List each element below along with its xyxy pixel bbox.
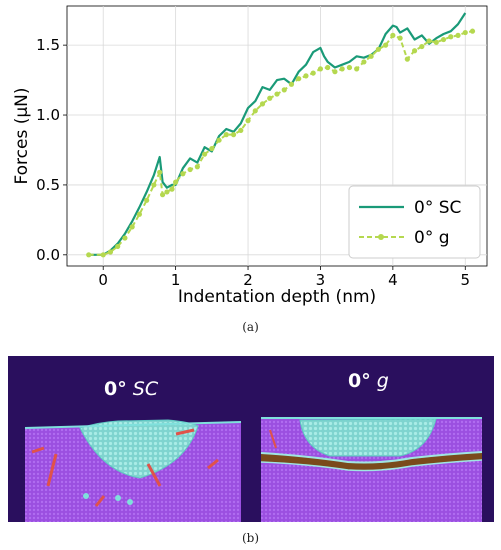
series-g-point bbox=[201, 151, 208, 157]
snapshot-g bbox=[260, 417, 483, 522]
series-g-point bbox=[86, 252, 92, 258]
snapshot-sc bbox=[24, 419, 242, 522]
series-g-point bbox=[317, 66, 324, 72]
tick-labels: 0 1 2 3 4 5 0.0 0.5 1.0 1.5 bbox=[36, 36, 470, 289]
y-tick-label: 0.0 bbox=[36, 246, 60, 264]
series-g-point bbox=[136, 211, 143, 217]
series-g-point bbox=[404, 56, 410, 62]
series-g-point bbox=[230, 132, 237, 138]
series-g-point bbox=[157, 169, 163, 175]
x-tick-label: 4 bbox=[388, 271, 398, 289]
x-tick-label: 3 bbox=[316, 271, 326, 289]
series-g-point bbox=[397, 35, 403, 41]
series-g-point bbox=[368, 53, 374, 59]
force-depth-chart: 0 1 2 3 4 5 0.0 0.5 1.0 1.5 Indentation depth (nm… bbox=[12, 5, 488, 307]
series-g-point bbox=[296, 76, 302, 82]
atomistic-snapshots-image bbox=[24, 417, 483, 522]
series-g-point bbox=[419, 43, 425, 50]
series-g-point bbox=[169, 186, 175, 192]
y-tick-label: 1.5 bbox=[36, 36, 60, 54]
x-axis-label: Indentation depth (nm) bbox=[178, 287, 376, 307]
series-g-point bbox=[325, 64, 331, 71]
legend-sc-label: 0° SC bbox=[414, 198, 461, 218]
series-g-point bbox=[361, 59, 367, 65]
y-tick-label: 1.0 bbox=[36, 106, 60, 124]
series-g-point bbox=[354, 66, 360, 72]
series-g-point bbox=[129, 224, 135, 230]
y-tick-label: 0.5 bbox=[36, 176, 60, 194]
series-g-point bbox=[281, 87, 287, 93]
series-g-point bbox=[332, 69, 338, 75]
snapshot-g-label: 0° g bbox=[348, 370, 389, 392]
series-g-point bbox=[122, 235, 128, 241]
series-g-point bbox=[433, 39, 439, 45]
series-g-point bbox=[194, 164, 200, 170]
series-g-point bbox=[238, 127, 244, 134]
series-g-point bbox=[448, 34, 454, 40]
x-tick-label: 5 bbox=[461, 271, 471, 289]
series-g-point bbox=[187, 166, 193, 173]
series-g-point bbox=[107, 249, 114, 255]
legend-box bbox=[348, 185, 481, 259]
series-g-point bbox=[274, 91, 280, 97]
series-g-point bbox=[346, 64, 353, 71]
series-g-point bbox=[180, 171, 186, 177]
series-g-point bbox=[144, 197, 150, 203]
series-g-point bbox=[223, 132, 229, 138]
series-g-point bbox=[159, 192, 166, 198]
series-line-sc bbox=[88, 12, 467, 256]
series-g-point bbox=[303, 73, 309, 79]
series-g-point bbox=[383, 42, 389, 48]
x-tick-label: 1 bbox=[171, 271, 181, 289]
series-g-point bbox=[462, 29, 468, 36]
atomistic-snapshots-panel: 0° SC 0° g bbox=[8, 356, 494, 522]
series-g-point bbox=[245, 118, 251, 124]
series-g-point bbox=[164, 189, 170, 195]
series-g-point bbox=[173, 179, 179, 185]
series-g-point bbox=[426, 38, 432, 44]
caption-a: (a) bbox=[242, 320, 259, 334]
series-g-point bbox=[339, 66, 345, 72]
y-axis-label: Forces (μN) bbox=[12, 87, 32, 184]
series-g-point bbox=[267, 95, 273, 101]
series-g-point bbox=[440, 36, 447, 43]
series-g-point bbox=[288, 81, 295, 87]
series-g-point bbox=[100, 252, 106, 258]
series-g-point bbox=[455, 32, 461, 38]
legend-g-label: 0° g bbox=[414, 228, 450, 248]
snapshot-sc-label: 0° SC bbox=[104, 378, 159, 400]
series-g-point bbox=[469, 28, 476, 34]
series-g-point bbox=[390, 32, 396, 38]
series-g-point bbox=[375, 46, 381, 52]
series-g-point bbox=[216, 137, 222, 143]
series-g-point bbox=[115, 243, 121, 250]
series-g-point bbox=[259, 101, 266, 107]
series-lines bbox=[86, 12, 476, 258]
series-g-point bbox=[411, 48, 418, 54]
x-tick-label: 2 bbox=[243, 271, 253, 289]
series-g-point bbox=[209, 145, 215, 152]
series-g-point bbox=[151, 182, 157, 188]
legend-g-marker bbox=[378, 234, 384, 240]
series-g-point bbox=[310, 70, 316, 76]
series-g-point bbox=[252, 108, 258, 114]
x-tick-label: 0 bbox=[98, 271, 108, 289]
caption-b: (b) bbox=[241, 531, 260, 545]
legend: 0° SC 0° g bbox=[348, 185, 481, 259]
